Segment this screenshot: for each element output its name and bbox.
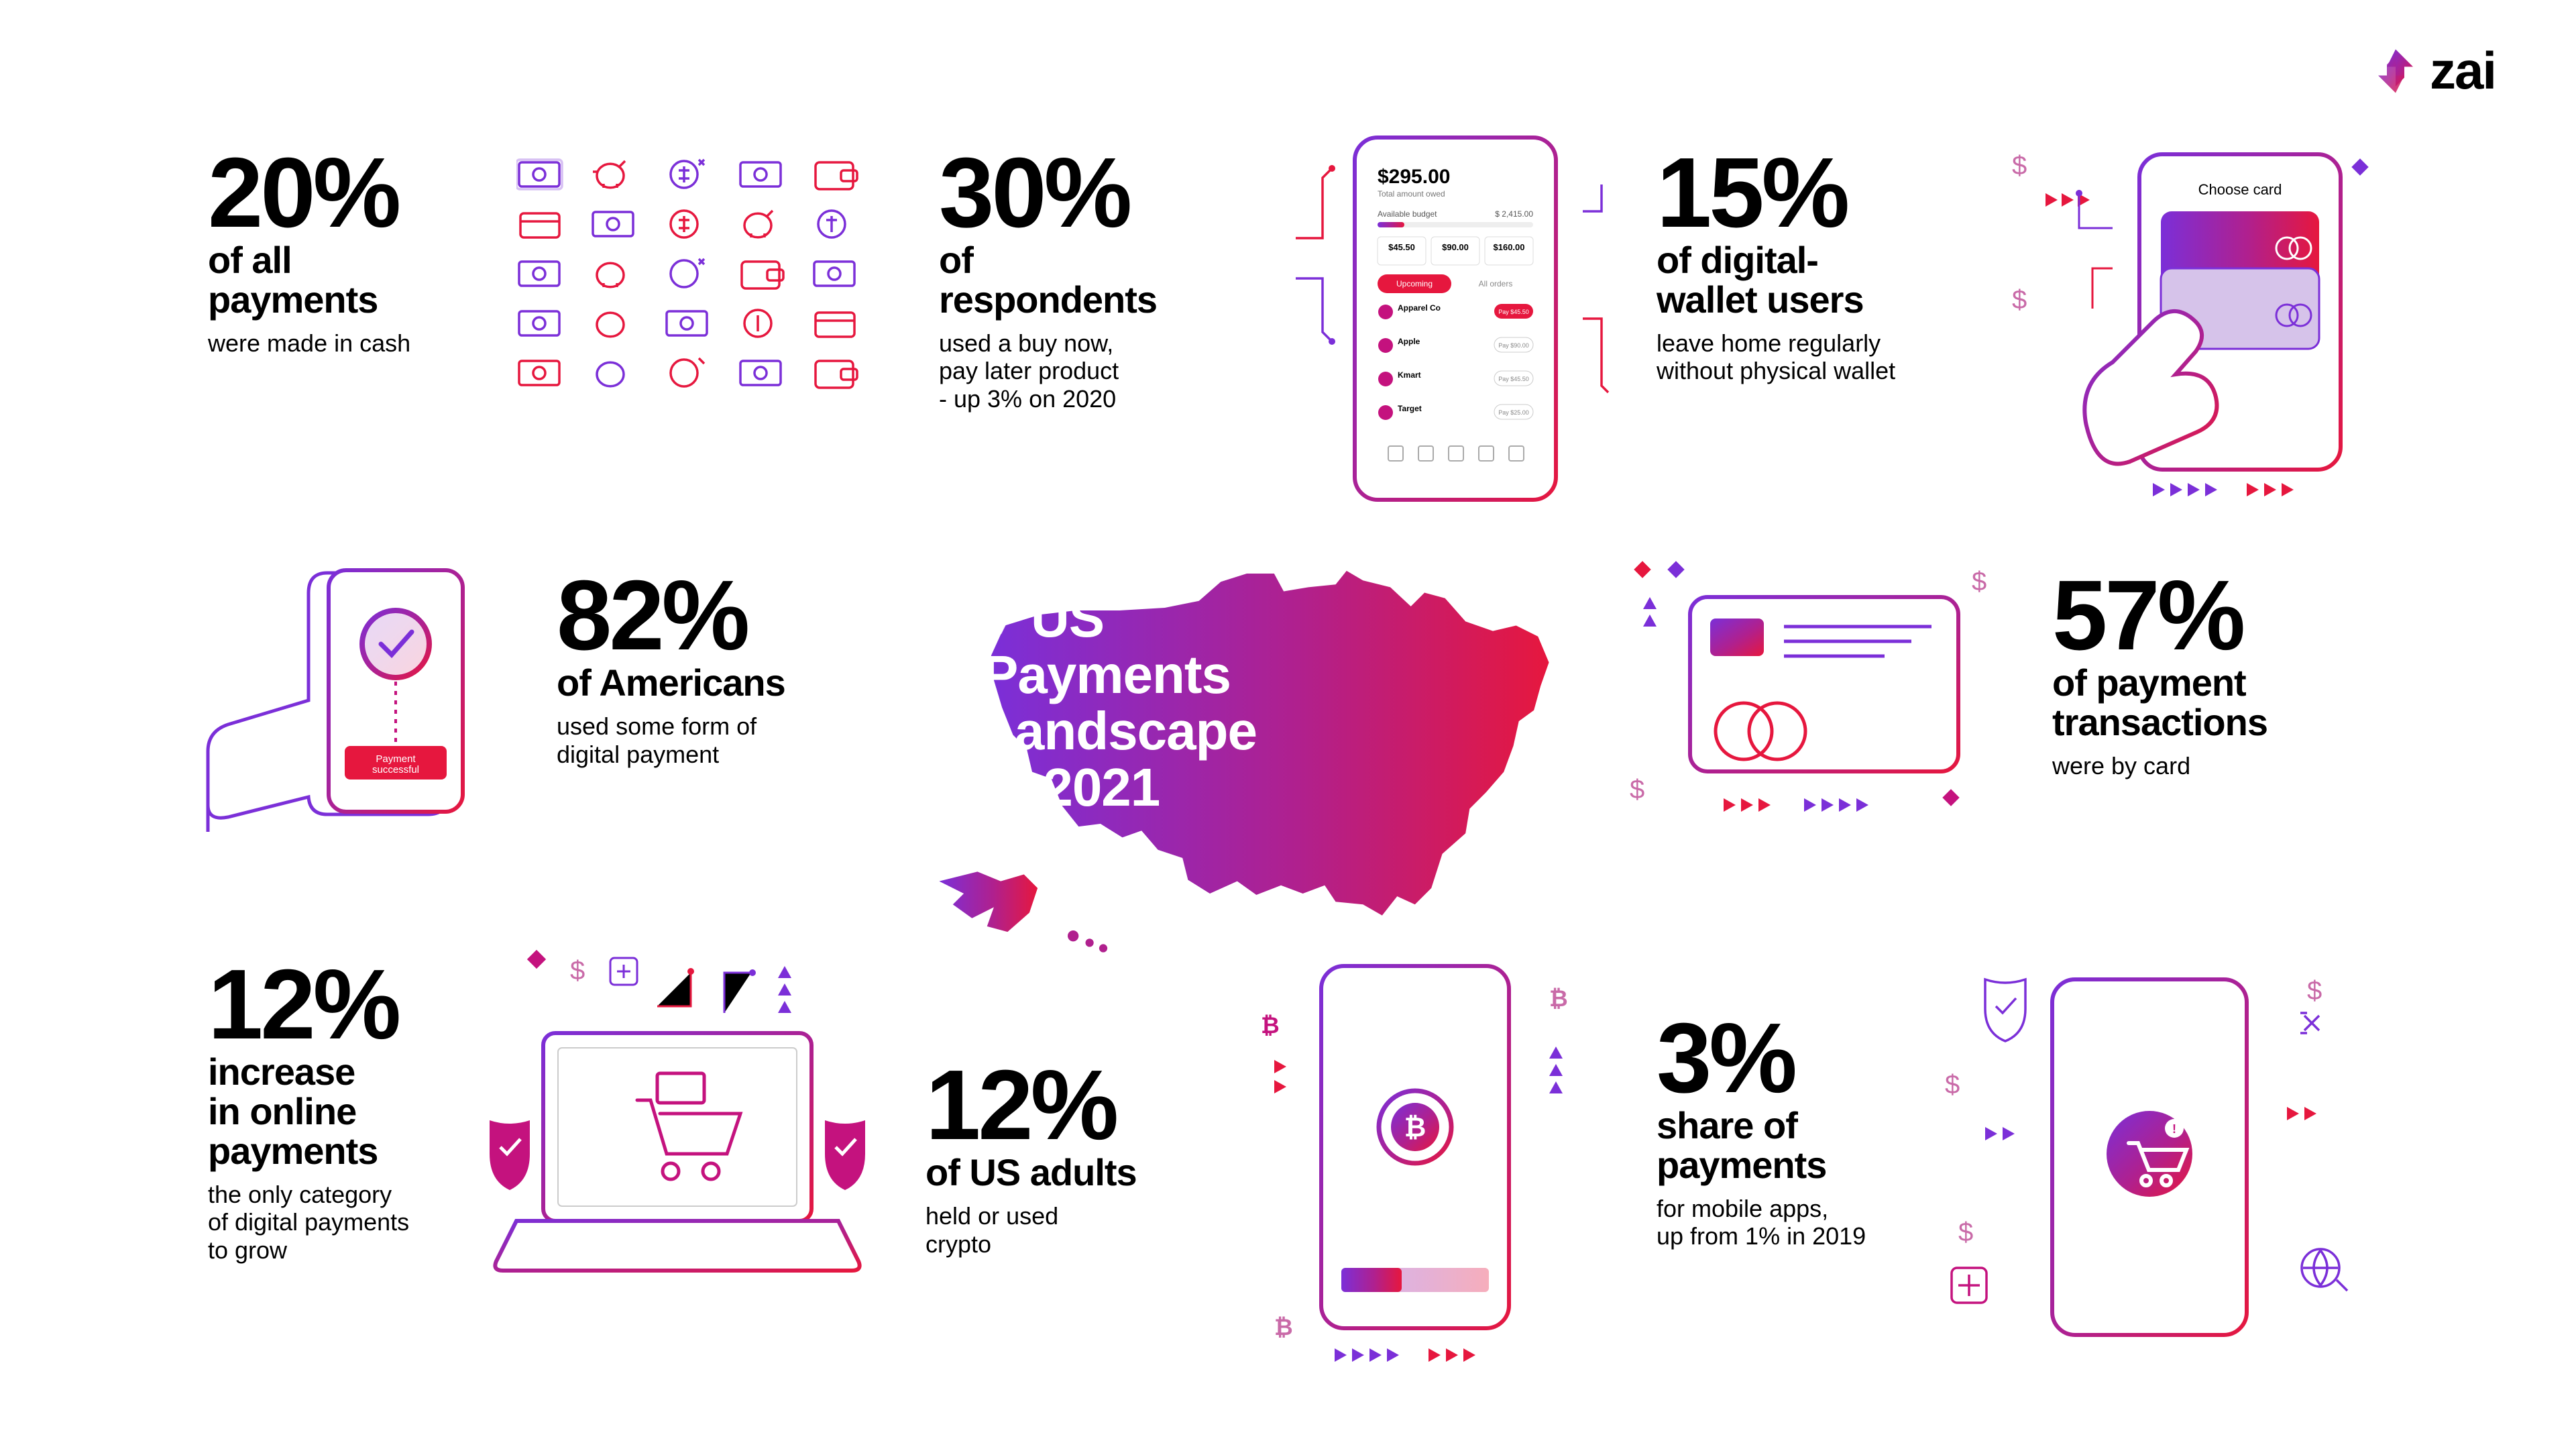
center-line3: Landscape — [983, 703, 1257, 759]
stat-subtitle: payments — [208, 1132, 409, 1171]
phone-col-amt: $160.00 — [1494, 242, 1525, 252]
phone-row-name: Apparel Co — [1398, 303, 1441, 313]
phone-col-amt: $45.50 — [1388, 242, 1415, 252]
stat-description: were made in cash — [208, 329, 410, 357]
stat-bnpl: 30% of respondents used a buy now, pay l… — [939, 141, 1157, 413]
svg-text:$: $ — [1972, 567, 1986, 596]
phone-avail-label: Available budget — [1378, 209, 1437, 219]
stat-subtitle: of US adults — [926, 1153, 1137, 1193]
center-line2: Payments — [983, 647, 1257, 703]
center-title: US Payments Landscape in 2021 — [983, 590, 1257, 816]
svg-text:₿: ₿ — [1404, 1113, 1426, 1142]
phone-avail-value: $ 2,415.00 — [1495, 209, 1533, 219]
bnpl-phone-illustration: $295.00 Total amount owed Available budg… — [1294, 131, 1610, 510]
stat-online-increase: 12% increase in online payments the only… — [208, 953, 409, 1264]
svg-text:₿: ₿ — [1549, 986, 1568, 1012]
svg-text:!: ! — [2172, 1122, 2176, 1136]
stat-description: used a buy now, pay later product - up 3… — [939, 329, 1157, 413]
phone-row-btn: Pay $45.50 — [1498, 376, 1529, 382]
cash-icons-grid — [516, 154, 879, 406]
phone-total-label: Total amount owed — [1378, 189, 1445, 199]
stat-subtitle: payments — [208, 280, 410, 320]
brand-logo: zai — [2369, 40, 2496, 101]
stat-description: were by card — [2052, 752, 2267, 780]
phone-row-name: Target — [1398, 404, 1422, 413]
brand-logo-mark — [2369, 45, 2422, 97]
stat-subtitle: transactions — [2052, 703, 2267, 743]
stat-percentage: 12% — [926, 1053, 1137, 1157]
stat-wallet-users: 15% of digital- wallet users leave home … — [1657, 141, 1895, 385]
phone-row-btn: Pay $90.00 — [1498, 342, 1529, 349]
svg-text:$: $ — [570, 956, 585, 985]
phone-row-name: Apple — [1398, 337, 1420, 346]
stat-card-transactions: 57% of payment transactions were by card — [2052, 564, 2267, 780]
stat-percentage: 20% — [208, 141, 410, 245]
stat-description: held or used crypto — [926, 1202, 1137, 1258]
phone-tab-inactive: All orders — [1479, 279, 1513, 288]
phone-total: $295.00 — [1378, 166, 1450, 188]
crypto-phone-illustration: ₿ ₿ ₿ ₿ — [1254, 953, 1589, 1372]
stat-subtitle: share of — [1657, 1106, 1866, 1146]
stat-mobile-share: 3% share of payments for mobile apps, up… — [1657, 1006, 1866, 1250]
brand-name: zai — [2430, 40, 2496, 101]
svg-text:₿: ₿ — [1274, 1315, 1293, 1340]
center-line4: in 2021 — [983, 759, 1257, 816]
stat-cash-payments: 20% of all payments were made in cash — [208, 141, 410, 357]
phone-col-amt: $90.00 — [1442, 242, 1469, 252]
stat-description: used some form of digital payment — [557, 712, 785, 768]
stat-subtitle: of digital- — [1657, 241, 1895, 280]
phone-row-btn: Pay $25.00 — [1498, 409, 1529, 416]
stat-percentage: 15% — [1657, 141, 1895, 245]
success-phone-illustration: Paymentsuccessful — [201, 550, 537, 849]
stat-percentage: 3% — [1657, 1006, 1866, 1110]
mobile-app-illustration: $ $ $ ! — [1925, 959, 2381, 1365]
stat-description: leave home regularly without physical wa… — [1657, 329, 1895, 385]
stat-subtitle: respondents — [939, 280, 1157, 320]
stat-percentage: 57% — [2052, 564, 2267, 667]
svg-text:$: $ — [2012, 151, 2027, 180]
card-illustration: $ $ — [1630, 557, 2005, 842]
stat-subtitle: payments — [1657, 1146, 1866, 1185]
success-label: Paymentsuccessful — [372, 753, 419, 775]
phone-row-btn: Pay $45.50 — [1498, 309, 1529, 315]
svg-text:₿: ₿ — [1261, 1013, 1280, 1038]
laptop-illustration: $ — [449, 946, 879, 1325]
stat-percentage: 82% — [557, 564, 785, 667]
stat-subtitle: in online — [208, 1092, 409, 1132]
stat-digital-payment: 82% of Americans used some form of digit… — [557, 564, 785, 768]
stat-percentage: 30% — [939, 141, 1157, 245]
stat-subtitle: of Americans — [557, 663, 785, 703]
phone-row-name: Kmart — [1398, 370, 1421, 380]
svg-text:$: $ — [2012, 285, 2027, 315]
stat-percentage: 12% — [208, 953, 409, 1057]
stat-description: for mobile apps, up from 1% in 2019 — [1657, 1195, 1866, 1250]
stat-subtitle: wallet users — [1657, 280, 1895, 320]
wallet-card-label: Choose card — [2198, 181, 2282, 198]
svg-text:$: $ — [1945, 1070, 1960, 1099]
center-line1: US — [1031, 590, 1104, 647]
svg-text:$: $ — [2307, 976, 2322, 1006]
stat-subtitle: of payment — [2052, 663, 2267, 703]
brand-logo-mark-small — [983, 600, 1020, 637]
svg-text:$: $ — [1958, 1218, 1973, 1247]
stat-crypto: 12% of US adults held or used crypto — [926, 1053, 1137, 1258]
wallet-phone-illustration: $ $ Choose card — [2005, 134, 2381, 500]
stat-description: the only category of digital payments to… — [208, 1181, 409, 1264]
phone-tab-active: Upcoming — [1396, 279, 1433, 288]
